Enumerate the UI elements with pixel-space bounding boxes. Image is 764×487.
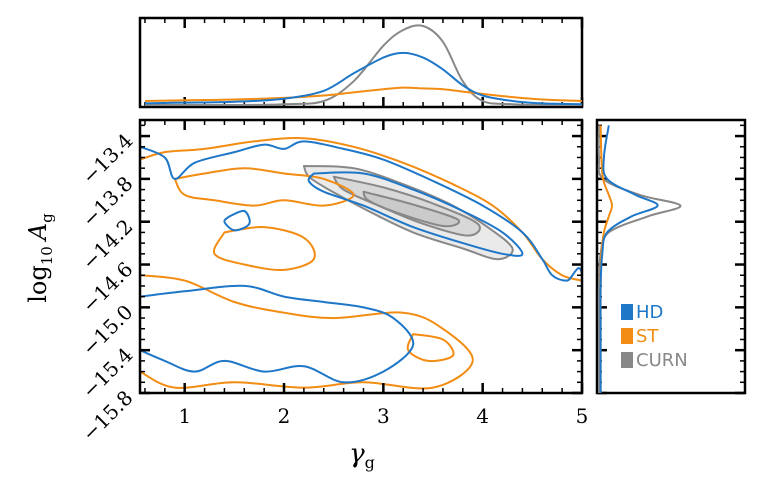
legend-swatch-curn (621, 352, 633, 368)
y-axis-label: log10Ag (24, 213, 56, 303)
legend-swatch-hd (621, 304, 633, 320)
contour-st-4 (406, 333, 455, 363)
contour-st-1 (173, 167, 355, 207)
contour-curn-2 (362, 190, 461, 228)
legend-swatch-st (621, 328, 633, 344)
x-tick-labels: 1 2 3 4 5 (178, 404, 588, 428)
legend-label-st: ST (636, 326, 659, 347)
contour-curn-0 (302, 165, 514, 261)
main-panel-frame (138, 118, 584, 395)
x-tick-label-2: 3 (377, 404, 390, 428)
top-panel-ticks (144, 18, 584, 107)
y-tick-labels: −13.4−13.8−14.2−14.6−15.0−15.4−15.8 (77, 129, 137, 446)
right-curve-hd (599, 125, 659, 393)
contour-curn-1 (332, 175, 481, 237)
contour-st-2 (212, 226, 316, 272)
contour-st-3 (140, 274, 474, 390)
x-tick-label-4: 5 (576, 404, 589, 428)
legend-label-hd: HD (636, 302, 663, 323)
x-tick-label-1: 2 (278, 404, 291, 428)
contour-hd-2 (223, 209, 251, 232)
x-axis-label: γg (349, 439, 375, 472)
top-panel-frame (138, 16, 584, 109)
main-panel-ticks (140, 120, 584, 395)
top-curve-st (144, 86, 583, 102)
contour-hd-0 (140, 140, 582, 393)
top-panel-curves (144, 24, 583, 107)
right-panel-curves (597, 125, 682, 393)
right-marginal-panel: HD ST CURN (595, 118, 747, 395)
top-marginal-panel (138, 16, 584, 109)
legend-label-curn: CURN (636, 350, 688, 371)
contour-hd-3 (140, 284, 415, 384)
main-joint-panel: 1 2 3 4 5 −13.4−13.8−14.2−14.6−15.0−15.4−15.… (77, 118, 588, 446)
contour-hd-1 (307, 171, 524, 257)
top-curve-hd (144, 51, 583, 106)
right-panel-frame (595, 118, 747, 395)
legend: HD ST CURN (621, 302, 688, 371)
x-tick-label-0: 1 (178, 404, 191, 428)
main-contours (140, 137, 582, 393)
right-curve-curn (597, 125, 682, 393)
top-curve-curn (144, 24, 583, 107)
x-tick-label-3: 4 (476, 404, 489, 428)
